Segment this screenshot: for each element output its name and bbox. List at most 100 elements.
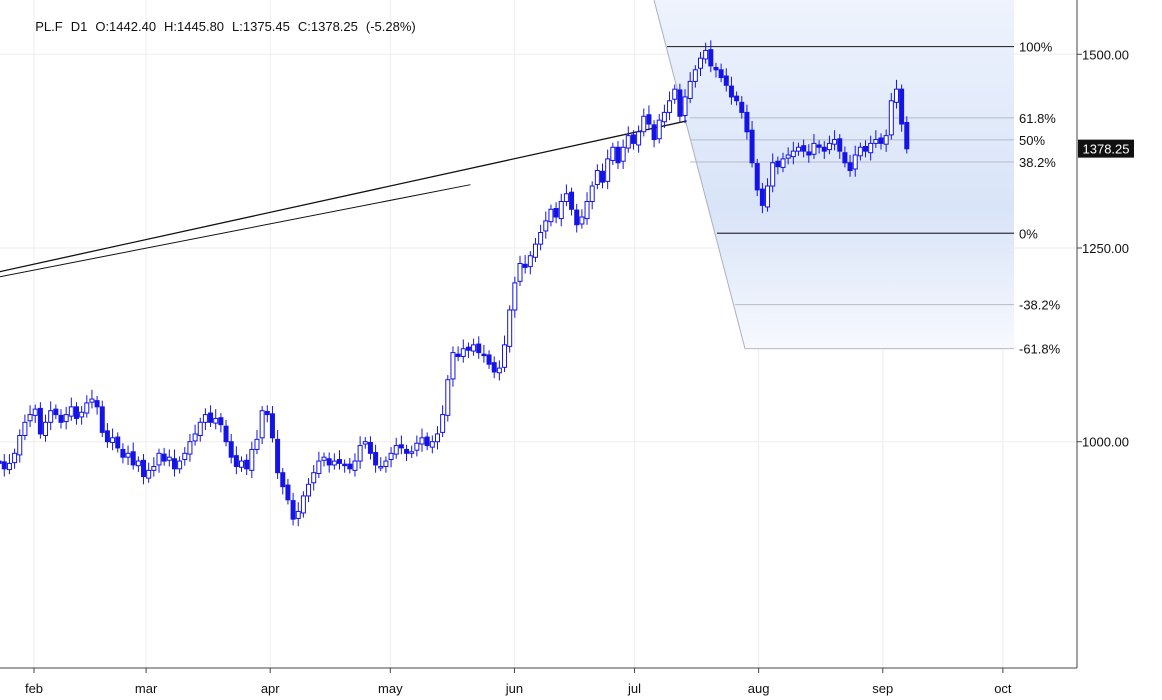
- candle-body: [832, 139, 838, 145]
- candle-body: [99, 406, 105, 433]
- candle-body: [404, 448, 410, 454]
- candle-body: [264, 410, 270, 416]
- candle-body: [502, 344, 508, 368]
- x-tick-label: jun: [505, 681, 523, 696]
- candle-body: [259, 410, 265, 439]
- candle-body: [94, 400, 100, 408]
- candle-body: [440, 414, 446, 433]
- y-tick-label: 1000.00: [1082, 435, 1129, 450]
- high-value: H:1445.80: [164, 19, 225, 34]
- candle-body: [367, 441, 373, 454]
- candle-body: [780, 158, 786, 168]
- candle-body: [58, 414, 64, 423]
- candle-body: [569, 191, 575, 210]
- candle-body: [166, 456, 172, 461]
- candle-body: [22, 421, 28, 437]
- candle-body: [749, 129, 755, 164]
- candle-body: [641, 115, 647, 133]
- candle-body: [32, 408, 38, 416]
- candle-body: [692, 69, 698, 82]
- candle-body: [141, 459, 147, 478]
- candle-body: [661, 111, 667, 123]
- candle-body: [718, 69, 724, 79]
- candle-body: [682, 96, 688, 117]
- candle-body: [759, 188, 765, 206]
- candle-body: [594, 170, 600, 185]
- symbol-label: PL.F: [35, 19, 63, 34]
- candle-body: [584, 201, 590, 220]
- candle-body: [53, 408, 59, 416]
- candle-body: [739, 101, 745, 113]
- candle-body: [187, 441, 193, 455]
- candle-body: [863, 146, 869, 152]
- candle-body: [0, 460, 2, 464]
- candle-body: [43, 421, 49, 437]
- candle-body: [558, 201, 564, 220]
- candle-body: [630, 134, 636, 144]
- candle-body: [352, 460, 358, 471]
- candle-body: [197, 421, 203, 437]
- candle-body: [651, 124, 657, 141]
- candle-body: [507, 309, 513, 347]
- candle-body: [579, 216, 585, 225]
- candle-body: [873, 139, 879, 144]
- candle-body: [125, 452, 131, 458]
- candle-body: [801, 145, 807, 152]
- fibonacci-level-label: -38.2%: [1019, 298, 1061, 313]
- candle-body: [37, 407, 43, 435]
- candle-body: [110, 437, 116, 443]
- candle-body: [486, 354, 492, 365]
- candle-body: [228, 441, 234, 458]
- candle-body: [656, 119, 662, 140]
- candle-body: [904, 121, 910, 150]
- candle-body: [703, 49, 709, 60]
- y-tick-label: 1500.00: [1082, 47, 1129, 62]
- x-tick-label: mar: [135, 681, 158, 696]
- candle-body: [532, 243, 538, 258]
- candle-body: [146, 469, 152, 479]
- candle-body: [697, 57, 703, 69]
- last-price-label: 1378.25: [1083, 142, 1130, 157]
- candle-body: [667, 100, 673, 113]
- candle-body: [615, 146, 621, 164]
- candle-body: [517, 262, 523, 282]
- candle-body: [306, 483, 312, 497]
- candle-body: [182, 452, 188, 461]
- candle-body: [589, 185, 595, 203]
- candle-body: [713, 66, 719, 71]
- candle-body: [120, 448, 126, 458]
- candle-body: [512, 282, 518, 311]
- candle-body: [728, 85, 734, 98]
- candle-body: [398, 444, 404, 449]
- candle-body: [878, 137, 884, 144]
- candle-body: [135, 460, 141, 467]
- candle-body: [79, 411, 85, 418]
- candle-body: [336, 459, 342, 464]
- x-tick-label: aug: [748, 681, 770, 696]
- candle-body: [785, 154, 791, 159]
- candle-body: [538, 232, 544, 245]
- candle-body: [522, 263, 528, 268]
- candle-body: [465, 346, 471, 351]
- candle-body: [636, 131, 642, 146]
- candle-body: [775, 160, 781, 168]
- candle-body: [553, 207, 559, 218]
- candle-body: [708, 49, 714, 67]
- x-tick-label: apr: [261, 681, 280, 696]
- candle-body: [811, 142, 817, 155]
- candle-body: [893, 88, 899, 103]
- candle-body: [244, 459, 250, 470]
- candle-body: [254, 438, 260, 450]
- candle-body: [610, 146, 616, 161]
- candle-body: [357, 445, 363, 462]
- y-tick-label: 1250.00: [1082, 241, 1129, 256]
- candle-body: [388, 452, 394, 461]
- candle-body: [790, 150, 796, 158]
- x-tick-label: sep: [872, 681, 893, 696]
- candle-body: [393, 445, 399, 455]
- fibonacci-zone: [654, 0, 1014, 349]
- interval-label: D1: [70, 19, 88, 34]
- fibonacci-level-label: 61.8%: [1019, 111, 1056, 126]
- chart-header: PL.F D1 O:1442.40 H:1445.80 L:1375.45 C:1378.…: [28, 4, 424, 34]
